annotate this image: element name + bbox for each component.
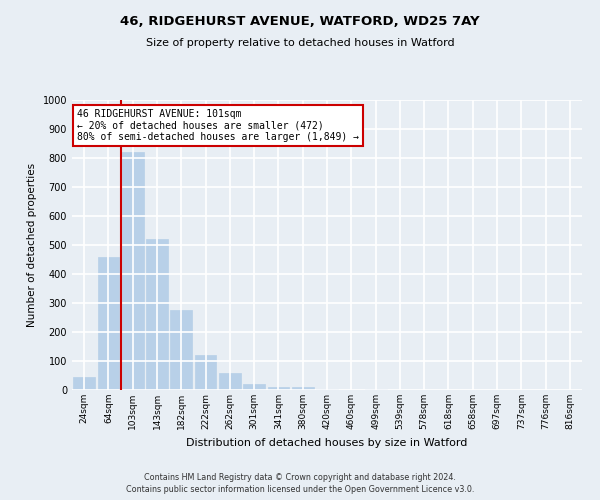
Bar — [97, 256, 119, 390]
Y-axis label: Number of detached properties: Number of detached properties — [27, 163, 37, 327]
Bar — [122, 152, 143, 390]
Text: Contains public sector information licensed under the Open Government Licence v3: Contains public sector information licen… — [126, 485, 474, 494]
Bar — [73, 377, 95, 390]
Bar — [170, 310, 192, 390]
Text: Contains HM Land Registry data © Crown copyright and database right 2024.: Contains HM Land Registry data © Crown c… — [144, 472, 456, 482]
Bar — [219, 372, 241, 390]
Bar — [268, 387, 289, 390]
Bar — [316, 388, 338, 390]
Bar — [365, 388, 386, 390]
Bar — [292, 387, 314, 390]
Bar — [243, 384, 265, 390]
Bar — [146, 239, 168, 390]
Text: 46 RIDGEHURST AVENUE: 101sqm
← 20% of detached houses are smaller (472)
80% of s: 46 RIDGEHURST AVENUE: 101sqm ← 20% of de… — [77, 108, 359, 142]
Text: 46, RIDGEHURST AVENUE, WATFORD, WD25 7AY: 46, RIDGEHURST AVENUE, WATFORD, WD25 7AY — [120, 15, 480, 28]
Bar — [194, 355, 217, 390]
Text: Size of property relative to detached houses in Watford: Size of property relative to detached ho… — [146, 38, 454, 48]
Text: Distribution of detached houses by size in Watford: Distribution of detached houses by size … — [187, 438, 467, 448]
